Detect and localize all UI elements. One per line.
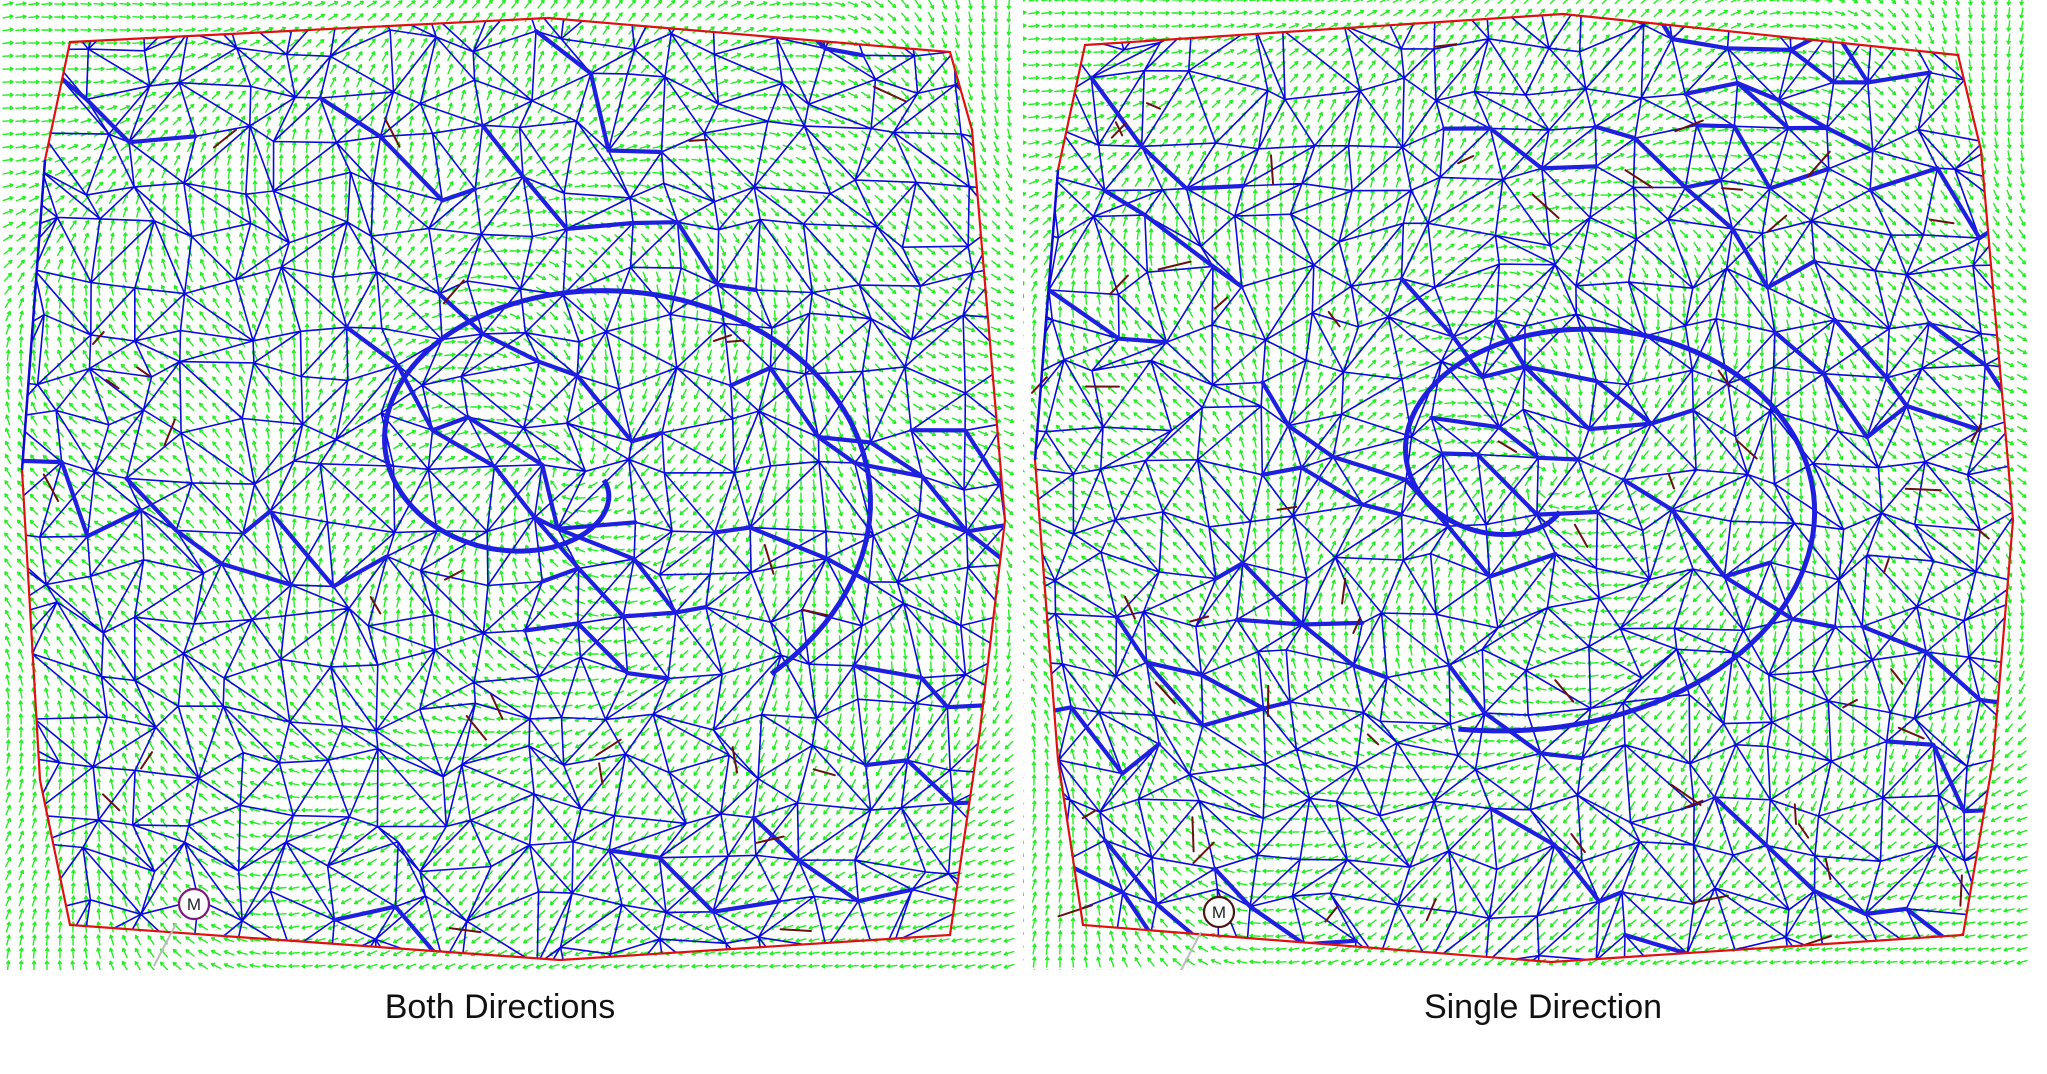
marker-label: M [187,895,201,914]
marker-leader-line [1179,931,1202,970]
singular-lines [1031,43,1990,948]
panel-single-direction: M Single Direction [1023,0,2047,1074]
marker-circle [177,887,211,921]
marker-label: M [1212,903,1226,922]
marker-circle [1202,895,1236,929]
mesh-field-diagram-single: M [1023,0,2028,970]
boundary-bottom-edge [1033,169,1060,461]
singular-lines [42,85,907,934]
triangle-mesh [22,18,1005,960]
caption-both-directions: Both Directions [384,988,616,1026]
mesh-field-diagram-both: M [2,0,1015,970]
marker-leader-line [153,923,177,967]
spiral-streamline [1402,326,1818,734]
streamline-edges [22,18,1005,960]
panel-both-directions: M Both Directions [2,0,1015,1026]
boundary-bottom-edge [20,159,47,471]
caption-single-direction: Single Direction [1423,988,1663,1026]
spiral-streamline [382,288,873,676]
